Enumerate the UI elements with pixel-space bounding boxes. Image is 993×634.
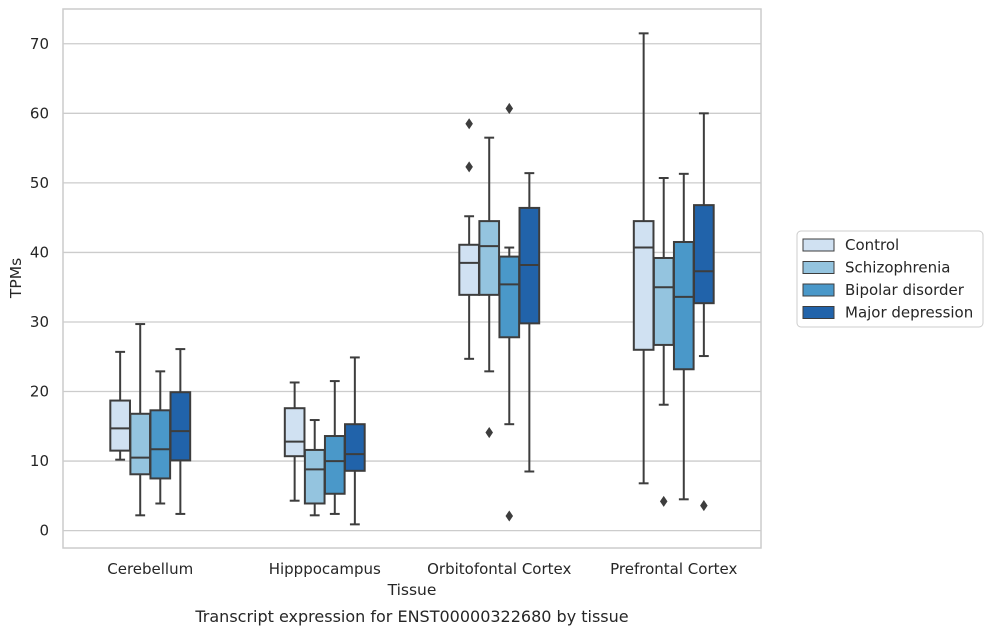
box-body xyxy=(652,256,675,346)
y-tick-label: 60 xyxy=(30,104,49,122)
outlier-point xyxy=(485,427,493,439)
box xyxy=(283,381,306,502)
outlier-point xyxy=(505,102,514,114)
y-axis-label: TPMs xyxy=(7,258,25,299)
box xyxy=(344,356,366,526)
legend-label: Major depression xyxy=(845,304,973,322)
legend-swatch xyxy=(802,283,835,297)
outlier-point xyxy=(505,510,514,522)
x-tick-labels: Cerebellum Hipppocampus Orbitofontal Corte… xyxy=(107,560,737,578)
box xyxy=(323,380,346,515)
legend-swatch xyxy=(802,238,835,252)
y-tick-label: 30 xyxy=(30,313,49,331)
y-tick-label: 40 xyxy=(30,243,49,261)
box xyxy=(169,348,192,515)
box-series xyxy=(169,112,715,526)
box xyxy=(458,118,480,360)
box xyxy=(518,172,541,473)
box-body xyxy=(109,399,131,452)
box-body xyxy=(129,412,152,476)
box-series-group xyxy=(109,32,715,526)
y-tick-label: 50 xyxy=(30,174,49,192)
x-axis-label: Tissue xyxy=(387,581,437,599)
box-series xyxy=(129,136,675,517)
plot-frame xyxy=(62,8,762,549)
legend-swatch xyxy=(802,261,835,274)
outlier-point xyxy=(465,118,473,130)
box-body xyxy=(344,423,366,472)
outlier-point xyxy=(465,161,473,173)
x-tick-label: Orbitofontal Cortex xyxy=(427,560,571,578)
y-tick-label: 10 xyxy=(30,452,49,470)
y-tick-labels: 0 10 20 30 40 50 60 70 xyxy=(30,35,49,540)
box xyxy=(672,172,695,501)
legend-label: Schizophrenia xyxy=(845,259,950,277)
box xyxy=(693,112,715,512)
box xyxy=(632,32,655,485)
box-body xyxy=(693,204,715,305)
y-tick-label: 70 xyxy=(30,35,49,53)
legend-label: Bipolar disorder xyxy=(845,281,965,299)
legend: Control Schizophrenia Bipolar disorder Majo… xyxy=(796,230,984,328)
box-body xyxy=(283,407,306,458)
outlier-point xyxy=(659,495,668,507)
box-body xyxy=(323,435,346,495)
box xyxy=(498,102,521,522)
x-tick-label: Cerebellum xyxy=(107,560,193,578)
box xyxy=(149,370,172,505)
box-body xyxy=(632,220,655,351)
y-tick-label: 0 xyxy=(39,522,49,540)
outlier-point xyxy=(700,500,708,512)
box-series xyxy=(109,32,655,502)
box xyxy=(129,323,152,517)
y-tick-label: 20 xyxy=(30,383,49,401)
box xyxy=(109,350,131,461)
box-body xyxy=(303,448,326,505)
box-body xyxy=(149,409,172,480)
box-body xyxy=(498,255,521,339)
box-body xyxy=(169,391,192,462)
legend-swatch xyxy=(802,306,835,319)
x-tick-label: Prefrontal Cortex xyxy=(610,560,737,578)
box-body xyxy=(672,240,695,371)
figure-caption: Transcript expression for ENST0000032268… xyxy=(194,607,628,626)
legend-label: Control xyxy=(845,236,899,254)
box-series xyxy=(149,102,695,522)
box xyxy=(478,136,501,439)
box-body xyxy=(458,243,480,296)
x-tick-label: Hipppocampus xyxy=(269,560,381,578)
legend-frame xyxy=(796,230,984,328)
box-body xyxy=(478,220,501,296)
